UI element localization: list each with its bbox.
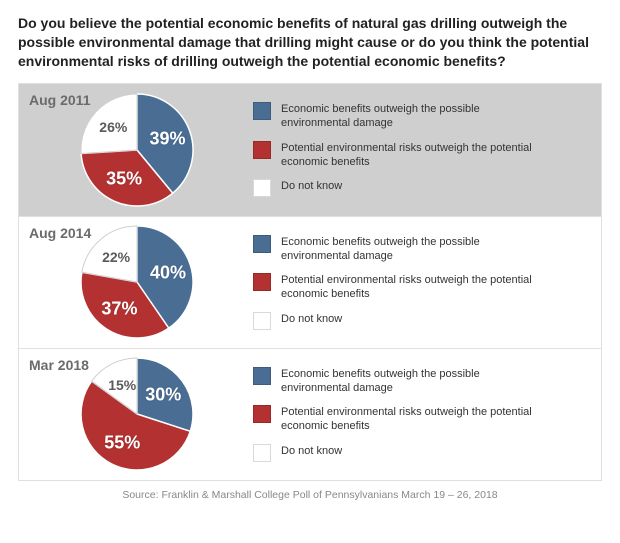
legend: Economic benefits outweigh the possible … <box>247 235 589 330</box>
infographic-container: Do you believe the potential economic be… <box>0 0 620 543</box>
legend-swatch-dk <box>253 312 271 330</box>
legend-swatch-econ <box>253 367 271 385</box>
legend-item-env: Potential environmental risks outweigh t… <box>253 273 589 302</box>
legend-swatch-env <box>253 273 271 291</box>
legend-text-dk: Do not know <box>281 312 342 326</box>
pie-label-env: 35% <box>106 169 142 190</box>
panel-row: Aug 201139%35%26%Economic benefits outwe… <box>19 84 601 216</box>
legend-item-dk: Do not know <box>253 444 589 462</box>
question-text: Do you believe the potential economic be… <box>18 14 602 71</box>
legend-swatch-dk <box>253 179 271 197</box>
legend-item-dk: Do not know <box>253 179 589 197</box>
legend-text-dk: Do not know <box>281 444 342 458</box>
pie-chart: 30% 55% 15% <box>79 356 195 472</box>
source-text: Source: Franklin & Marshall College Poll… <box>18 489 602 501</box>
legend-swatch-env <box>253 141 271 159</box>
pie-wrap: 39% 35% 26% <box>27 92 247 208</box>
pie-label-econ: 39% <box>150 128 186 149</box>
legend-item-econ: Economic benefits outweigh the possible … <box>253 235 589 264</box>
legend-item-dk: Do not know <box>253 312 589 330</box>
pie-label-env: 55% <box>104 433 140 454</box>
panel-row: Mar 201830%55%15%Economic benefits outwe… <box>19 348 601 480</box>
pie-chart: 40% 37% 22% <box>79 224 195 340</box>
legend: Economic benefits outweigh the possible … <box>247 367 589 462</box>
legend-text-dk: Do not know <box>281 179 342 193</box>
legend-swatch-econ <box>253 102 271 120</box>
pie-wrap: 40% 37% 22% <box>27 224 247 340</box>
panels-list: Aug 201139%35%26%Economic benefits outwe… <box>18 83 602 481</box>
legend-item-env: Potential environmental risks outweigh t… <box>253 141 589 170</box>
legend-swatch-econ <box>253 235 271 253</box>
pie-label-econ: 40% <box>150 262 186 283</box>
legend-item-econ: Economic benefits outweigh the possible … <box>253 367 589 396</box>
legend-text-env: Potential environmental risks outweigh t… <box>281 273 541 302</box>
pie-wrap: 30% 55% 15% <box>27 356 247 472</box>
legend: Economic benefits outweigh the possible … <box>247 102 589 197</box>
legend-swatch-dk <box>253 444 271 462</box>
pie-label-dk: 15% <box>108 377 136 393</box>
legend-text-econ: Economic benefits outweigh the possible … <box>281 102 541 131</box>
legend-text-econ: Economic benefits outweigh the possible … <box>281 367 541 396</box>
pie-label-env: 37% <box>101 299 137 320</box>
pie-label-dk: 22% <box>102 249 130 265</box>
pie-label-dk: 26% <box>99 119 127 135</box>
legend-item-env: Potential environmental risks outweigh t… <box>253 405 589 434</box>
legend-text-env: Potential environmental risks outweigh t… <box>281 405 541 434</box>
legend-item-econ: Economic benefits outweigh the possible … <box>253 102 589 131</box>
panel-row: Aug 201440%37%22%Economic benefits outwe… <box>19 216 601 348</box>
legend-text-env: Potential environmental risks outweigh t… <box>281 141 541 170</box>
pie-label-econ: 30% <box>145 385 181 406</box>
legend-text-econ: Economic benefits outweigh the possible … <box>281 235 541 264</box>
pie-chart: 39% 35% 26% <box>79 92 195 208</box>
legend-swatch-env <box>253 405 271 423</box>
